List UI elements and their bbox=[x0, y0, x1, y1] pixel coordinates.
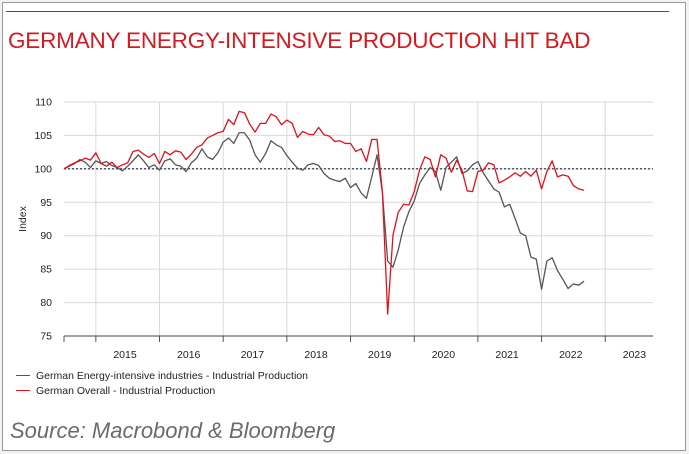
legend-swatch-energy bbox=[16, 374, 30, 377]
x-tick-label: 2018 bbox=[304, 349, 328, 361]
y-tick-label: 100 bbox=[34, 163, 52, 175]
chart-series bbox=[63, 110, 653, 315]
x-tick-label: 2021 bbox=[495, 349, 519, 361]
page-title: GERMANY ENERGY-INTENSIVE PRODUCTION HIT … bbox=[8, 28, 591, 53]
x-tick-label: 2020 bbox=[432, 349, 456, 361]
x-tick-label: 2016 bbox=[177, 349, 201, 361]
legend-label-overall: German Overall - Industrial Production bbox=[36, 384, 216, 397]
x-tick-label: 2017 bbox=[241, 349, 265, 361]
series-energy-intensive-line bbox=[63, 132, 585, 290]
source-note: Source: Macrobond & Bloomberg bbox=[10, 418, 336, 443]
legend-item-energy: German Energy-intensive industries - Ind… bbox=[16, 368, 308, 383]
series-overall-line bbox=[63, 110, 585, 315]
legend-label-energy: German Energy-intensive industries - Ind… bbox=[36, 369, 308, 382]
x-tick-label: 2019 bbox=[368, 349, 392, 361]
y-tick-label: 80 bbox=[40, 297, 52, 309]
chart-axes: 75 80 85 90 95 100 105 110 2015 2016 2017 2018 2019 2… bbox=[17, 97, 653, 361]
y-tick-label: 105 bbox=[34, 130, 52, 142]
top-rule bbox=[6, 11, 669, 12]
y-axis-title: Index bbox=[17, 205, 29, 231]
legend-swatch-overall bbox=[16, 389, 30, 392]
y-tick-label: 85 bbox=[40, 264, 52, 276]
legend-item-overall: German Overall - Industrial Production bbox=[16, 383, 308, 398]
chart-legend: German Energy-intensive industries - Ind… bbox=[16, 368, 308, 398]
x-tick-label: 2022 bbox=[559, 349, 583, 361]
x-tick-label: 2023 bbox=[623, 349, 647, 361]
x-tick-label: 2015 bbox=[113, 349, 137, 361]
y-tick-label: 110 bbox=[35, 97, 52, 109]
y-tick-label: 75 bbox=[40, 331, 52, 343]
y-tick-label: 95 bbox=[40, 197, 52, 209]
chart-grid bbox=[64, 101, 653, 336]
y-tick-label: 90 bbox=[40, 230, 52, 242]
